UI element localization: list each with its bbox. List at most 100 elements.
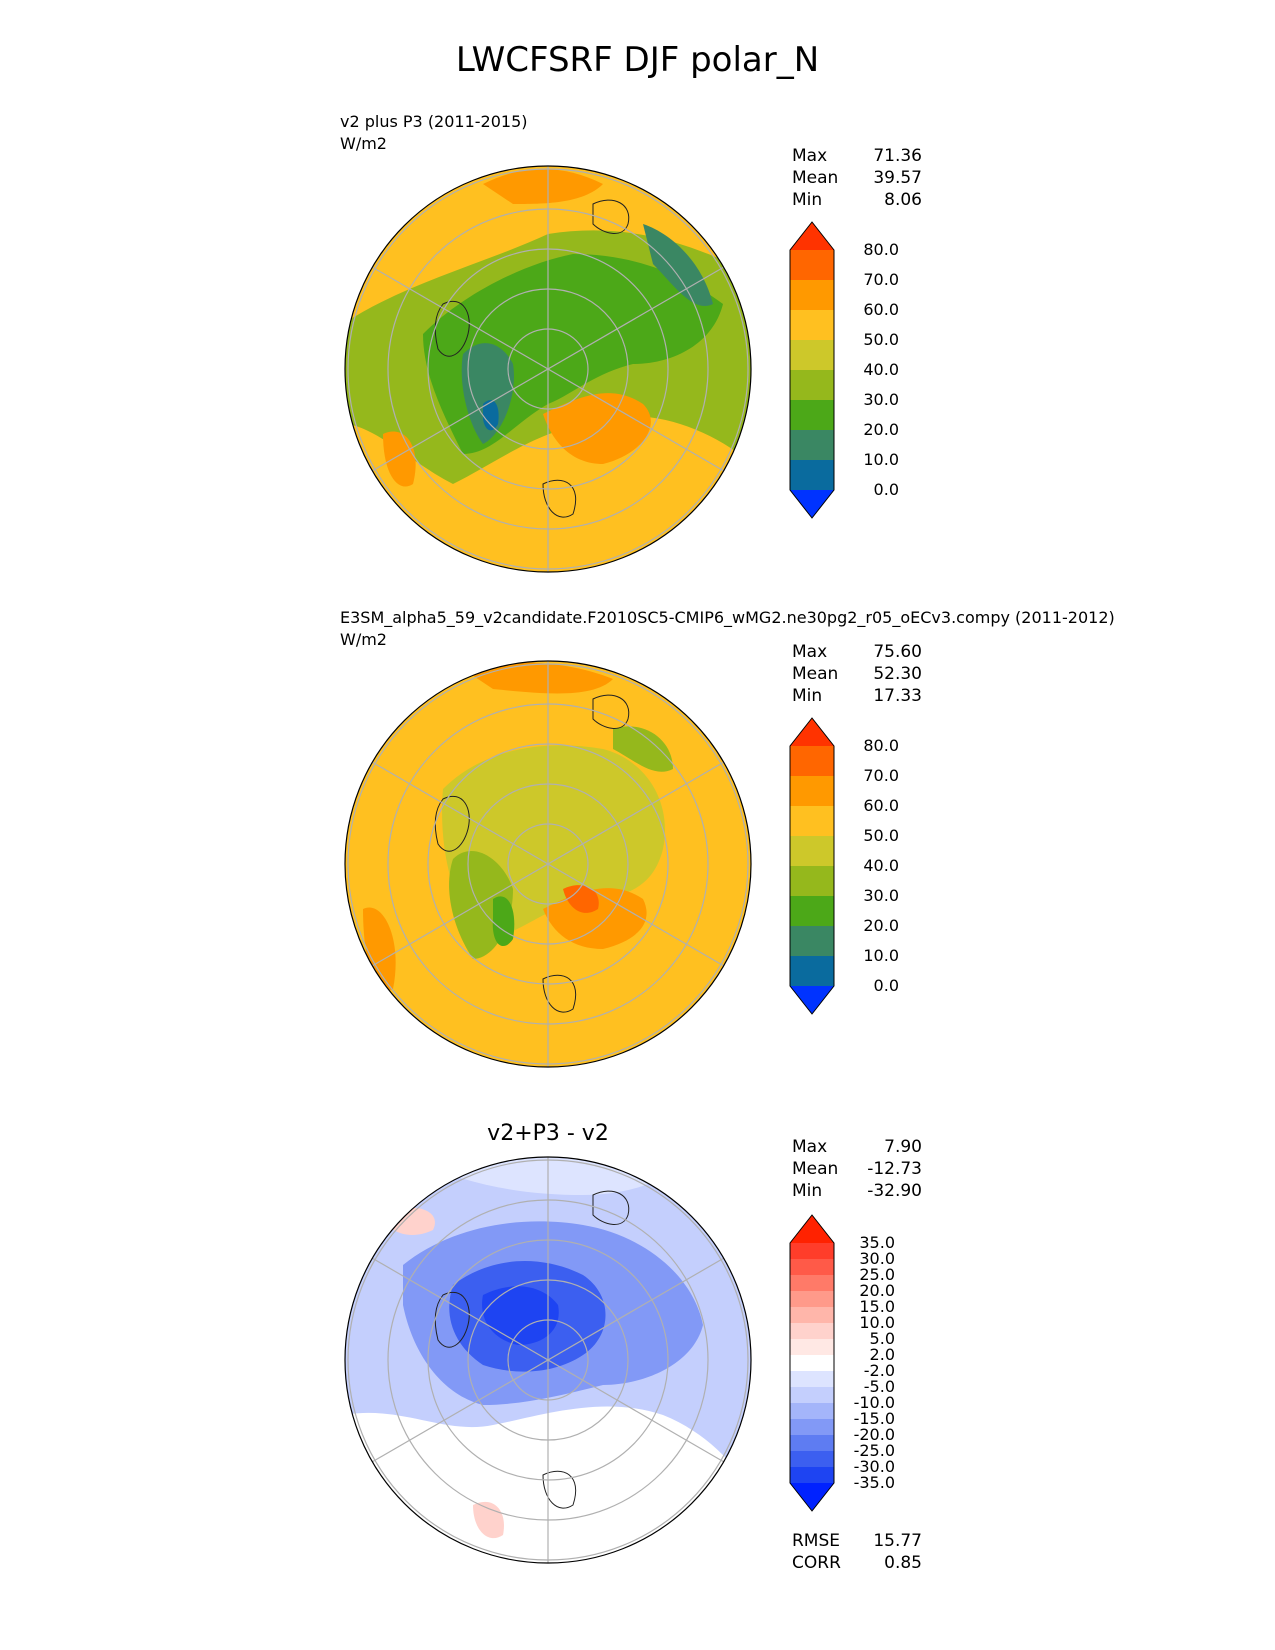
- colorbar-tick-label: 40.0: [863, 360, 899, 379]
- panel3-stat-value: 7.90: [884, 1137, 922, 1157]
- panel2-polar-map: [344, 660, 752, 1068]
- panel1-stat-label: Min: [792, 190, 823, 210]
- colorbar-segment: [790, 1323, 834, 1340]
- panel2-stat-value: 75.60: [873, 642, 922, 662]
- panel3-title: v2+P3 - v2: [487, 1121, 609, 1146]
- colorbar-tick-label: 50.0: [863, 826, 899, 845]
- panel3-stat-value: -32.90: [867, 1181, 922, 1201]
- colorbar-tick-label: 20.0: [859, 1281, 895, 1300]
- colorbar-segment: [790, 430, 834, 461]
- colorbar-segment: [790, 776, 834, 807]
- panel2-field-high-1: [543, 888, 647, 949]
- panel2-colorbar: [789, 717, 835, 1015]
- colorbar-tick-label: -2.0: [863, 1361, 895, 1380]
- colorbar-tick-label: 50.0: [863, 330, 899, 349]
- colorbar-tick-label: 70.0: [863, 766, 899, 785]
- colorbar-segment: [790, 340, 834, 371]
- colorbar-tick-label: 2.0: [869, 1345, 895, 1364]
- panel1-stat-value: 71.36: [873, 146, 922, 166]
- colorbar-segment: [790, 1467, 834, 1484]
- colorbar-tick-label: 25.0: [859, 1265, 895, 1284]
- colorbar-segment: [790, 836, 834, 867]
- panel2-stat-label: Min: [792, 686, 823, 706]
- colorbar-extend-min: [790, 1483, 834, 1511]
- panel3-stat-label: Max: [792, 1137, 828, 1157]
- panel2-stats: Max 75.60 Mean 52.30 Min 17.33: [792, 641, 922, 707]
- colorbar-segment: [790, 1435, 834, 1452]
- figure-title: LWCFSRF DJF polar_N: [455, 40, 820, 80]
- colorbar-outline: [789, 1214, 835, 1512]
- colorbar-segment: [790, 1339, 834, 1356]
- panel2-subtitle: E3SM_alpha5_59_v2candidate.F2010SC5-CMIP…: [340, 608, 1115, 627]
- colorbar-segment: [790, 866, 834, 897]
- colorbar-segment: [790, 956, 834, 987]
- colorbar-segment: [790, 1451, 834, 1468]
- panel1-field-min-west: [461, 343, 514, 444]
- panel1-subtitle: v2 plus P3 (2011-2015): [340, 112, 528, 131]
- panel2-stat-label: Mean: [792, 664, 839, 684]
- colorbar-extend-min: [790, 986, 834, 1014]
- panel3-stat-label: Min: [792, 1181, 823, 1201]
- colorbar-segment: [790, 1307, 834, 1324]
- panel2-graticule: [347, 661, 749, 1067]
- panel1-graticule: [347, 166, 749, 572]
- colorbar-tick-label: 10.0: [859, 1313, 895, 1332]
- colorbar-tick-label: -5.0: [863, 1377, 895, 1396]
- rmse-value: 15.77: [873, 1531, 922, 1551]
- colorbar-segment: [790, 280, 834, 311]
- panel2-stat-value: 52.30: [873, 664, 922, 684]
- colorbar-extend-max: [790, 1215, 834, 1243]
- colorbar-extend-max: [790, 222, 834, 250]
- panel3-metrics: RMSE 15.77 CORR 0.85: [792, 1530, 922, 1574]
- panel1-field-high-2: [483, 169, 603, 204]
- colorbar-tick-label: -10.0: [853, 1393, 895, 1412]
- colorbar-segment: [790, 896, 834, 927]
- panel3-map-border: [344, 1156, 752, 1564]
- panel2-field-max: [563, 885, 599, 913]
- panel1-stat-label: Max: [792, 146, 828, 166]
- colorbar-tick-label: 0.0: [873, 976, 899, 995]
- panel1-stat-value: 39.57: [873, 168, 922, 188]
- colorbar-segment: [790, 926, 834, 957]
- panel1-colorbar: [789, 221, 835, 519]
- colorbar-segment: [790, 1259, 834, 1276]
- colorbar-segment: [790, 370, 834, 401]
- colorbar-tick-label: 30.0: [863, 886, 899, 905]
- panel1-stat-label: Mean: [792, 168, 839, 188]
- panel3-graticule: [347, 1157, 749, 1563]
- colorbar-segment: [790, 806, 834, 837]
- colorbar-tick-label: 10.0: [863, 946, 899, 965]
- colorbar-tick-label: -25.0: [853, 1441, 895, 1460]
- colorbar-tick-label: 40.0: [863, 856, 899, 875]
- panel1-coastline-greenland: [434, 300, 470, 357]
- colorbar-tick-label: 70.0: [863, 270, 899, 289]
- colorbar-tick-label: 60.0: [863, 300, 899, 319]
- panel3-stats: Max 7.90 Mean -12.73 Min -32.90: [792, 1136, 922, 1202]
- colorbar-segment: [790, 460, 834, 491]
- colorbar-outline: [789, 221, 835, 519]
- colorbar-extend-min: [790, 490, 834, 518]
- colorbar-segment: [790, 250, 834, 281]
- panel1-units: W/m2: [340, 134, 387, 153]
- panel2-field-low-1: [613, 726, 673, 772]
- colorbar-tick-label: 30.0: [859, 1249, 895, 1268]
- panel1-map-border: [344, 165, 752, 573]
- panel3-coastline-scandinavia: [542, 1470, 577, 1509]
- panel2-stat-label: Max: [792, 642, 828, 662]
- colorbar-segment: [790, 400, 834, 431]
- panel1-field-min-core: [483, 400, 499, 431]
- colorbar-segment: [790, 310, 834, 341]
- panel2-coastline-scandinavia: [542, 974, 577, 1013]
- colorbar-tick-label: 15.0: [859, 1297, 895, 1316]
- colorbar-segment: [790, 1419, 834, 1436]
- panel3-coastline-siberia: [592, 1190, 630, 1225]
- rmse-label: RMSE: [792, 1531, 841, 1551]
- colorbar-tick-label: 80.0: [863, 240, 899, 259]
- corr-label: CORR: [792, 1553, 841, 1573]
- colorbar-segment: [790, 1355, 834, 1372]
- panel3-stat-value: -12.73: [867, 1159, 922, 1179]
- colorbar-segment: [790, 1371, 834, 1388]
- panel3-coastline-greenland: [434, 1291, 470, 1348]
- colorbar-tick-label: -15.0: [853, 1409, 895, 1428]
- colorbar-segment: [790, 1243, 834, 1260]
